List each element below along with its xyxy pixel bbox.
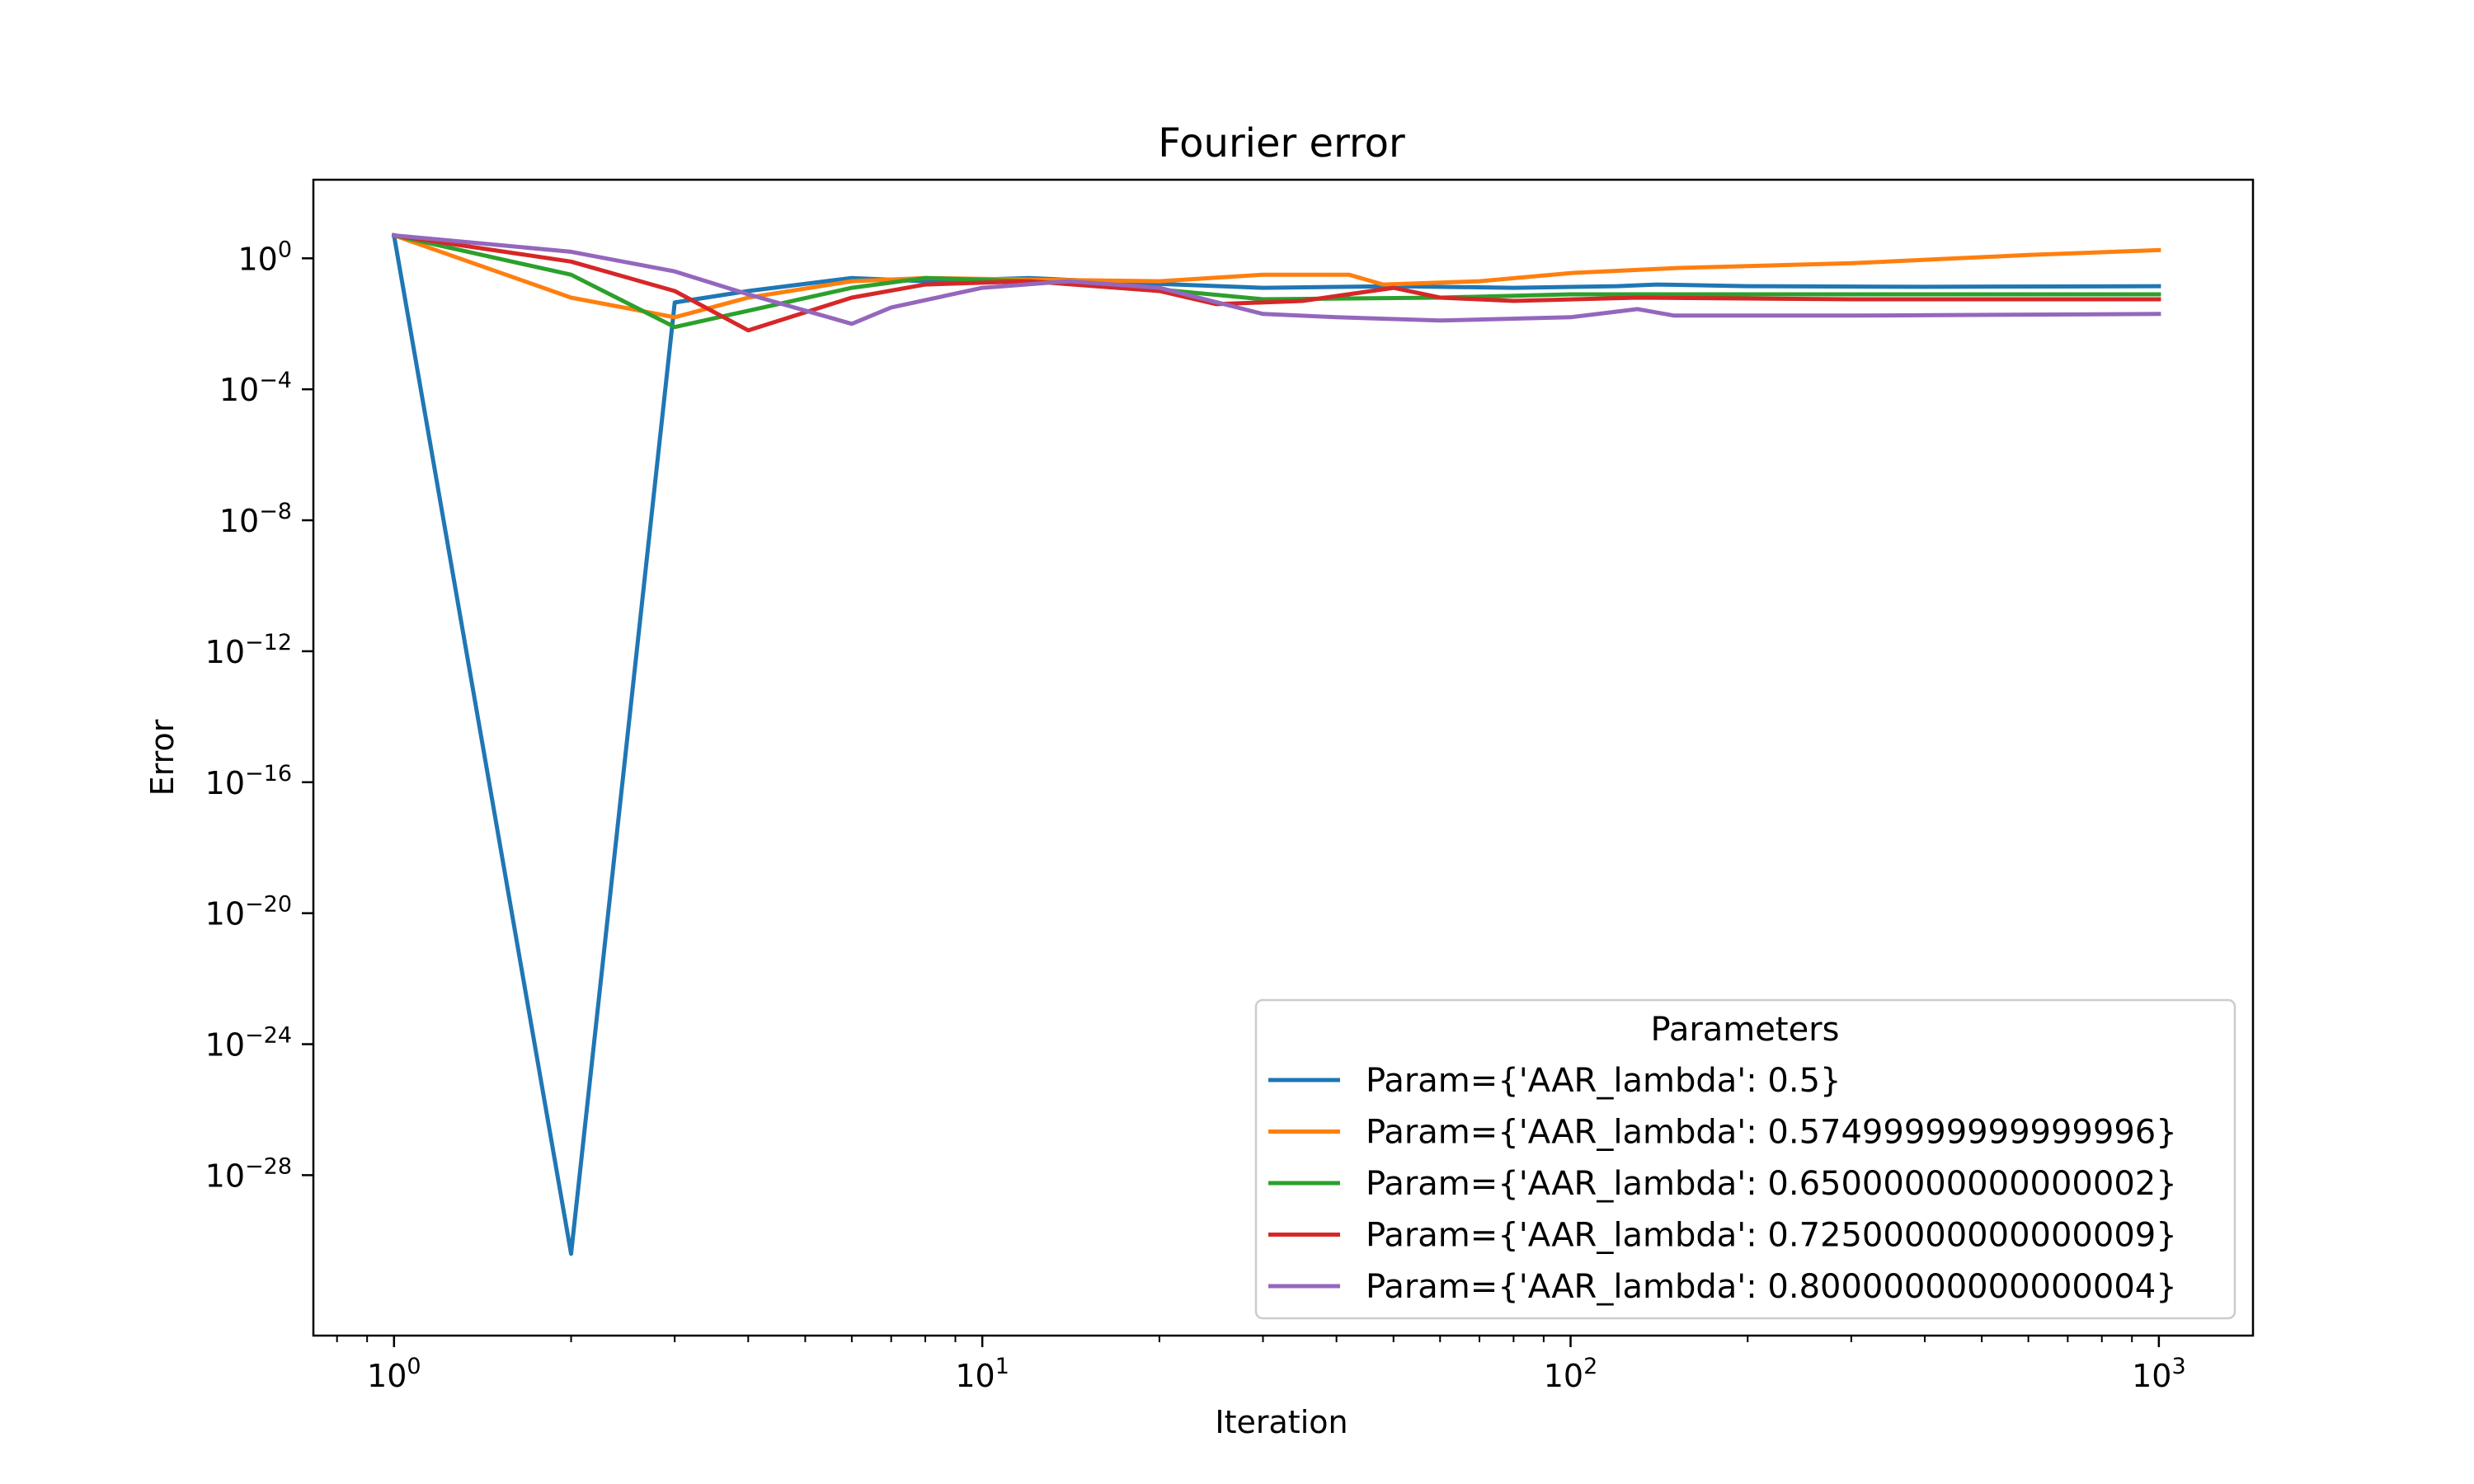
legend-title: Parameters: [1651, 1011, 1840, 1049]
y-axis-label: Error: [144, 719, 181, 796]
chart-title: Fourier error: [1158, 120, 1405, 167]
plot-frame: [312, 178, 2255, 1337]
y-axis-ticks: 100 10−4 10−8 10−12 10−16 10−20 10−24 10−28: [205, 237, 313, 1194]
x-tick-label: 101: [955, 1354, 1009, 1394]
series-line-2: [391, 232, 2161, 320]
y-tick-label: 10−24: [205, 1023, 292, 1064]
legend-entry-label: Param={'AAR_lambda': 0.72500000000000009…: [1366, 1217, 2177, 1255]
y-tick-label: 10−28: [205, 1153, 292, 1194]
legend-entry-label: Param={'AAR_lambda': 0.57499999999999996…: [1366, 1114, 2177, 1152]
y-tick-label: 10−16: [205, 761, 292, 801]
legend-entries: Param={'AAR_lambda': 0.5} Param={'AAR_lam…: [1268, 1062, 2177, 1306]
legend-entry-label: Param={'AAR_lambda': 0.80000000000000004…: [1366, 1268, 2177, 1306]
x-axis-ticks: 100 101 102 103: [336, 1336, 2186, 1394]
x-tick-label: 103: [2132, 1354, 2186, 1394]
legend-entry-label: Param={'AAR_lambda': 0.5}: [1366, 1062, 1841, 1100]
x-tick-label: 102: [1544, 1354, 1598, 1394]
series-line-5: [392, 232, 2161, 326]
legend: Parameters Param={'AAR_lambda': 0.5}Para…: [1254, 998, 2236, 1320]
y-tick-label: 10−4: [219, 368, 292, 408]
legend-entry-label: Param={'AAR_lambda': 0.65000000000000002…: [1366, 1165, 2177, 1203]
x-axis-label: Iteration: [1215, 1404, 1348, 1440]
y-tick-label: 10−8: [219, 499, 292, 539]
series-line-1: [391, 232, 2161, 1256]
series-layer: [391, 232, 2161, 1256]
legend-box: [1254, 998, 2236, 1320]
y-tick-label: 10−20: [205, 892, 292, 932]
x-tick-label: 100: [367, 1354, 421, 1394]
series-line-4: [391, 232, 2161, 333]
y-tick-label: 10−12: [205, 630, 292, 670]
y-tick-label: 100: [238, 237, 292, 277]
